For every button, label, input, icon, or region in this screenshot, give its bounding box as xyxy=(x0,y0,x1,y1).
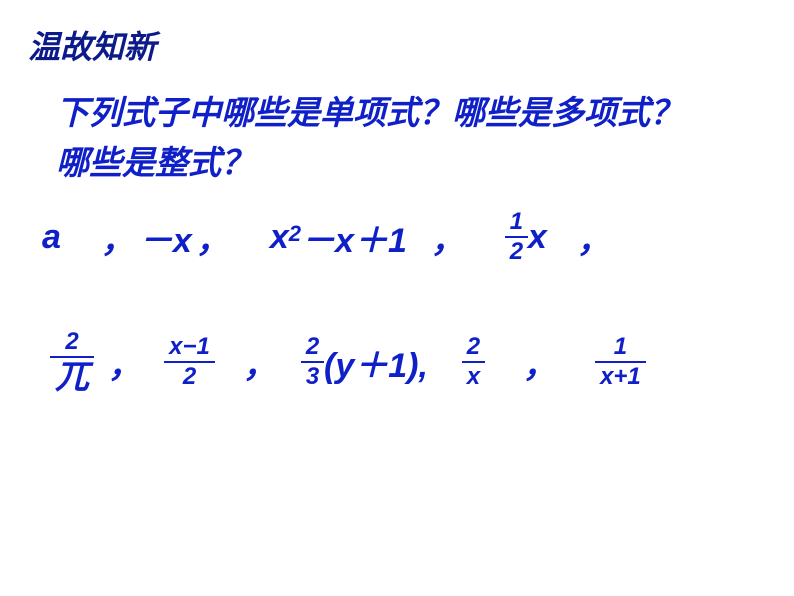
expr-a: a xyxy=(42,218,61,257)
numerator: 2 xyxy=(464,335,483,359)
comma: ， xyxy=(431,213,465,262)
numerator: 2 xyxy=(303,335,322,359)
expression-row-1: a ， －x ， x2－x＋1 ， 1 2 x ， xyxy=(42,210,615,264)
comma: ， xyxy=(196,213,230,262)
comma: ， xyxy=(523,338,557,387)
comma: ， xyxy=(243,338,277,387)
comma: ， xyxy=(108,338,142,387)
numerator: 2 xyxy=(62,330,81,354)
expression-row-2: 2 兀 ， x−1 2 ， 2 3 (y＋1), 2 x ， 1 x+1 xyxy=(50,330,646,394)
fraction-2-over-3: 2 3 xyxy=(301,335,324,389)
denominator: x xyxy=(464,365,483,389)
fraction-xm1-over-2: x−1 2 xyxy=(164,335,215,389)
superscript: 2 xyxy=(289,221,301,247)
question-line-1: 下列式子中哪些是单项式？哪些是多项式？ xyxy=(56,94,683,131)
question-text: 下列式子中哪些是单项式？哪些是多项式？ 哪些是整式？ xyxy=(56,88,683,187)
numerator: x−1 xyxy=(166,335,213,359)
denominator: 2 xyxy=(180,365,199,389)
denominator: 兀 xyxy=(52,360,92,394)
fraction-half: 1 2 xyxy=(505,210,528,264)
question-line-2: 哪些是整式？ xyxy=(56,144,254,181)
numerator: 1 xyxy=(507,210,526,234)
fraction-2-over-pi: 2 兀 xyxy=(50,330,94,394)
denominator: 2 xyxy=(507,240,526,264)
expr-neg-x: －x xyxy=(139,213,192,262)
numerator: 1 xyxy=(611,335,630,359)
fraction-2-over-x: 2 x xyxy=(462,335,485,389)
comma: ， xyxy=(101,213,135,262)
expr-part: －x＋1 xyxy=(301,213,407,262)
denominator: 3 xyxy=(303,365,322,389)
comma: ， xyxy=(577,213,611,262)
denominator: x+1 xyxy=(597,365,644,389)
section-heading: 温故知新 xyxy=(28,22,156,68)
expr-quadratic: x2－x＋1 xyxy=(270,213,407,262)
expr-y-plus-1: (y＋1), xyxy=(324,338,428,387)
expr-part: x xyxy=(270,218,289,257)
fraction-1-over-xp1: 1 x+1 xyxy=(595,335,646,389)
expr-part: x xyxy=(528,218,547,257)
